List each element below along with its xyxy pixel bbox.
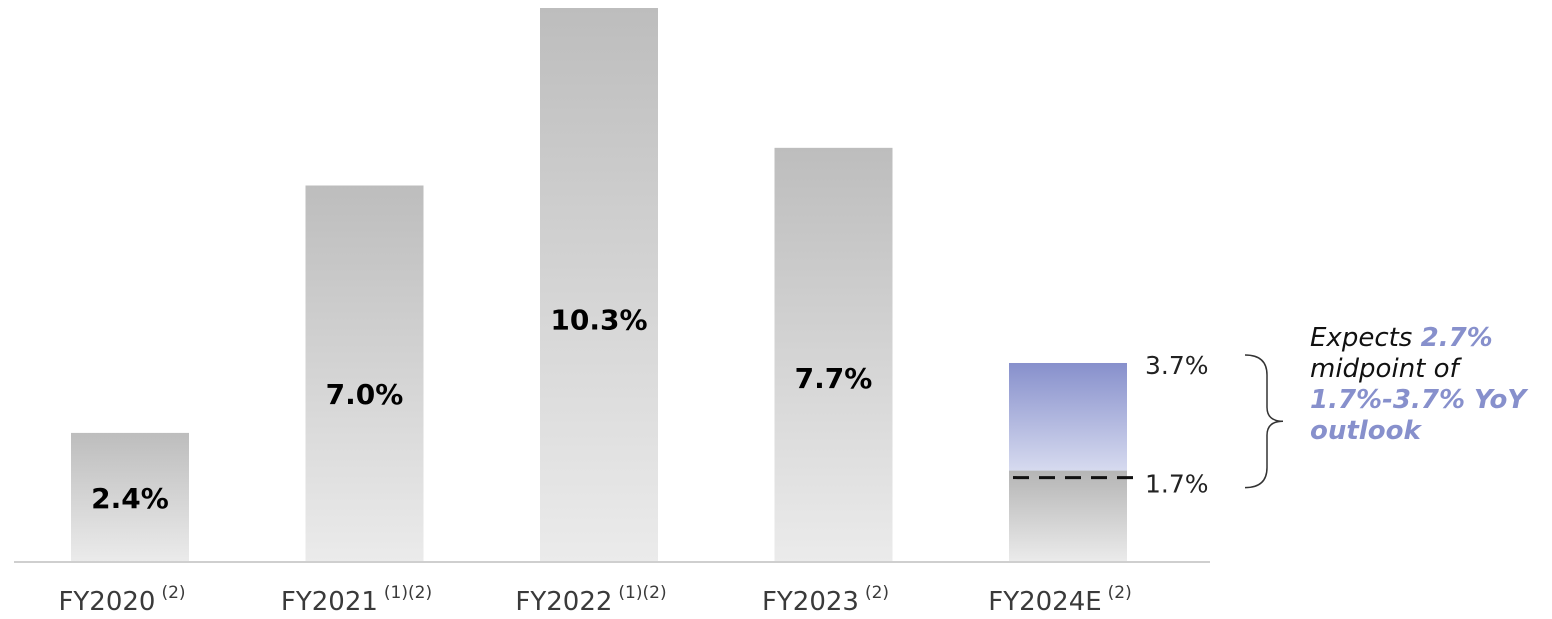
bar-value-label: 7.0% xyxy=(326,378,404,411)
category-label: FY2020 (2) xyxy=(58,583,185,617)
category-footnote: (2) xyxy=(161,583,185,603)
bar-value-label: 10.3% xyxy=(550,303,647,336)
range-brace xyxy=(1244,354,1284,489)
bar-fy2024e-range xyxy=(1009,362,1127,471)
category-footnote: (2) xyxy=(865,583,889,603)
outlook-callout: Expects 2.7% midpoint of 1.7%-3.7% YoY o… xyxy=(1310,323,1550,447)
category-name: FY2020 xyxy=(58,587,155,617)
bar-fy2020 xyxy=(71,432,189,562)
category-label: FY2021 (1)(2) xyxy=(281,583,432,617)
callout-midpoint-value: 2.7% xyxy=(1420,323,1493,353)
category-name: FY2024E xyxy=(988,587,1101,617)
category-name: FY2021 xyxy=(281,587,378,617)
range-high-label: 3.7% xyxy=(1145,351,1209,380)
category-label: FY2024E (2) xyxy=(988,583,1132,617)
category-footnote: (1)(2) xyxy=(384,583,432,603)
category-footnote: (2) xyxy=(1108,583,1132,603)
category-footnote: (1)(2) xyxy=(618,583,666,603)
category-name: FY2022 xyxy=(515,587,612,617)
range-low-label: 1.7% xyxy=(1145,470,1209,499)
bar-fy2021 xyxy=(305,185,424,562)
callout-range-value: 1.7%-3.7% YoY xyxy=(1310,385,1527,415)
category-label: FY2023 (2) xyxy=(762,583,889,617)
bar-fy2024e-base xyxy=(1009,470,1127,562)
callout-outlook: outlook xyxy=(1310,416,1421,446)
category-label: FY2022 (1)(2) xyxy=(515,583,666,617)
bar-value-label: 7.7% xyxy=(795,362,873,395)
callout-prefix: Expects xyxy=(1310,323,1421,353)
callout-line2: midpoint of xyxy=(1310,354,1459,384)
bar-value-label: 2.4% xyxy=(91,482,169,515)
bar-fy2022 xyxy=(540,8,658,562)
bar-fy2023 xyxy=(774,147,893,562)
category-name: FY2023 xyxy=(762,587,859,617)
